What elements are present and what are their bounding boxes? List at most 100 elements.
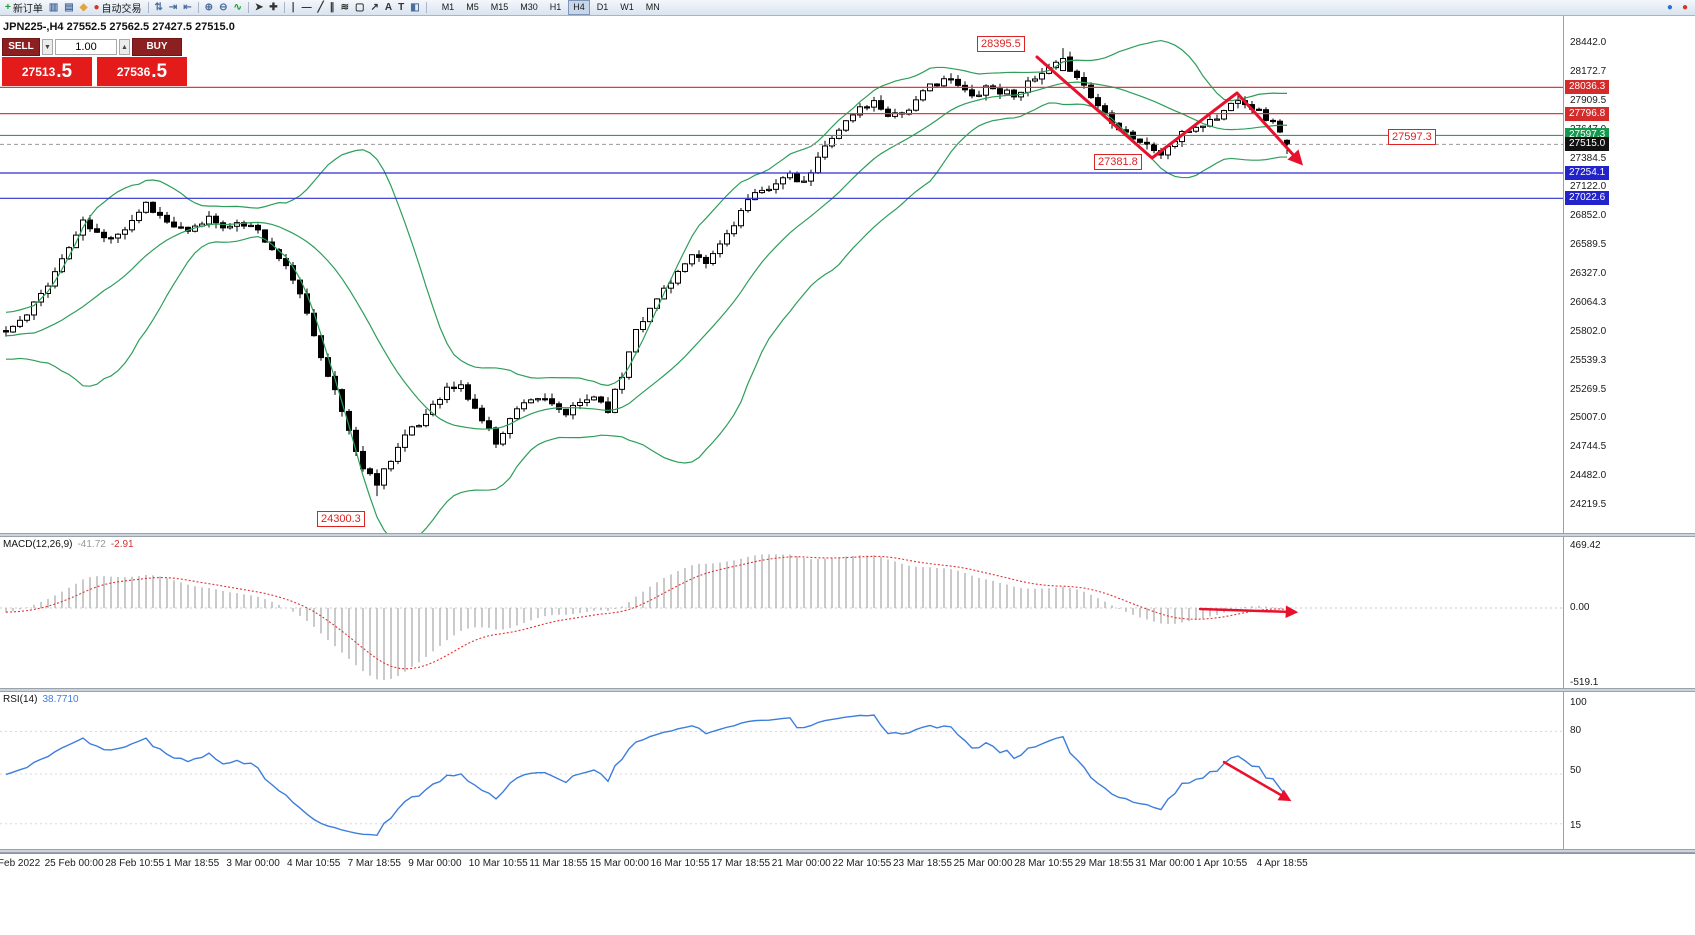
time-tick-label: 15 Mar 00:00 [590,858,649,869]
volume-down-button[interactable]: ▼ [42,39,53,55]
buy-button[interactable]: BUY [132,38,182,56]
time-tick-label: 17 Mar 18:55 [711,858,771,869]
price-tick-label: 27122.0 [1570,181,1607,193]
time-tick-label: 4 Mar 10:55 [287,858,341,869]
toolbar-separator [147,2,149,13]
arrows-icon[interactable]: ↗ [369,1,381,15]
time-tick-label: 10 Mar 10:55 [468,858,528,869]
macd-panel[interactable]: MACD(12,26,9) -41.72 -2.91 469.42 0.00 -519.… [0,537,1695,688]
timeframe-h1[interactable]: H1 [549,2,562,12]
rsi-panel[interactable]: RSI(14) 38.7710 100 80 50 15 [0,692,1695,849]
panel-separator[interactable] [0,688,1695,692]
buy-price-display[interactable]: 27536.5 [97,57,187,86]
timeframe-m5[interactable]: M5 [466,2,479,12]
rsi-axis[interactable]: 100 80 50 15 [1563,692,1695,849]
macd-signal-line [5,555,1288,670]
time-tick-label: 16 Mar 10:55 [650,858,710,869]
macd-chart[interactable] [0,537,1563,688]
trend-arrow[interactable] [1198,605,1299,619]
panel-separator[interactable] [0,533,1695,537]
help-icon[interactable]: ● [1665,1,1675,15]
alert-icon[interactable]: ● [1680,1,1690,15]
price-axis[interactable]: 28442.028172.727909.527647.027384.527122… [1563,16,1695,533]
rsi-chart[interactable] [0,692,1563,849]
cursor-icon[interactable]: ➤ [253,1,265,15]
zoom-out-icon[interactable]: ⊖ [217,1,229,15]
toolbar-right: ● ● [1664,1,1691,15]
auto-scroll-icon[interactable]: ⇤ [181,1,193,15]
gold-symbol-icon[interactable]: ◆ [78,1,90,15]
macd-histogram [5,554,1288,680]
scale-fix-icon[interactable]: ⇅ [153,1,165,15]
price-callout-label[interactable]: 27597.3 [1388,129,1436,145]
main-chart-panel[interactable]: 28442.028172.727909.527647.027384.527122… [0,16,1695,533]
fibonacci-icon[interactable]: ≋ [339,1,351,15]
label-icon[interactable]: T [396,1,406,15]
timeframe-m1[interactable]: M1 [441,2,455,12]
rsi-axis-label: 15 [1570,820,1582,831]
chart-window-icon[interactable]: ▤ [62,1,75,15]
gold-symbol-icon-glyph: ◆ [79,1,88,13]
price-tick-label: 25539.3 [1570,354,1607,366]
toolbar: + 新订单 ▥ ▤ ◆ ● 自动交易 ⇅ ⇥ ⇤ ⊕ ⊖ ∿ ➤ ✚ ∣ ― ╱ ∥ ≋ ▢ ↗ A T ◧ M1 M5 M15 M3… [0,0,1695,16]
text-icon[interactable]: A [383,1,394,15]
macd-name: MACD(12,26,9) [3,539,73,550]
timeframe-m30[interactable]: M30 [520,2,538,12]
shapes-icon[interactable]: ▢ [353,1,366,15]
volume-up-button[interactable]: ▲ [119,39,130,55]
price-level-axis-box[interactable]: 27796.8 [1565,106,1610,121]
crosshair-icon-glyph: ✚ [269,1,278,13]
zoom-in-icon[interactable]: ⊕ [203,1,215,15]
price-callout-label[interactable]: 28395.5 [977,36,1025,52]
horizontal-line-icon[interactable]: ― [300,1,314,15]
timeframe-d1[interactable]: D1 [596,2,609,12]
price-level-axis-box[interactable]: 27022.6 [1565,191,1610,206]
rsi-axis-label: 100 [1570,697,1587,708]
vertical-line-icon[interactable]: ∣ [289,1,298,15]
zoom-out-icon-glyph: ⊖ [219,1,228,13]
sell-button[interactable]: SELL [2,38,40,56]
channel-icon[interactable]: ∥ [328,1,337,15]
timeframe-h4[interactable]: H4 [568,0,590,15]
time-tick-label: 1 Mar 18:55 [165,858,220,869]
price-tick-label: 28442.0 [1570,37,1607,48]
time-tick-label: 4 Apr 18:55 [1256,858,1308,869]
new-order-icon[interactable]: + 新订单 [3,1,45,16]
timeframe-toolbar: M1 M5 M15 M30 H1 H4 D1 W1 MN [436,0,666,15]
timeframe-mn[interactable]: MN [645,2,660,12]
macd-axis-label: 0.00 [1570,602,1590,613]
autotrading-icon[interactable]: ● 自动交易 [91,1,143,16]
help-icon-glyph: ● [1666,2,1673,13]
chart-window-icon-glyph: ▤ [64,1,74,13]
trend-arrow[interactable] [1035,55,1304,166]
price-callout-label[interactable]: 24300.3 [317,511,365,527]
crosshair-icon[interactable]: ✚ [267,1,279,15]
bollinger-upper-band [5,39,1288,387]
timeframe-w1[interactable]: W1 [620,2,634,12]
price-callout-label[interactable]: 27381.8 [1094,154,1142,170]
panel-separator[interactable] [0,849,1695,853]
trendline-icon[interactable]: ╱ [316,1,326,15]
chart-shift-icon[interactable]: ⇥ [167,1,179,15]
trendline-icon-glyph: ╱ [317,1,324,13]
price-level-axis-box[interactable]: 28036.3 [1565,80,1610,95]
toolbar-separator [247,2,249,13]
indicators-icon[interactable]: ∿ [231,1,243,15]
rsi-axis-label: 50 [1570,765,1582,776]
bollinger-middle-band [5,81,1288,430]
sell-price-display[interactable]: 27513.5 [2,57,92,86]
channel-icon-glyph: ∥ [329,1,335,13]
price-chart[interactable] [0,16,1563,533]
price-tick-label: 27384.5 [1570,152,1607,164]
volume-input[interactable] [55,39,117,55]
timeframe-m15[interactable]: M15 [490,2,509,12]
colors-icon[interactable]: ◧ [408,1,421,15]
charts-grid-icon[interactable]: ▥ [47,1,60,15]
macd-axis[interactable]: 469.42 0.00 -519.1 [1563,537,1695,688]
trend-arrow[interactable] [1222,760,1292,802]
price-tick-label: 24482.0 [1570,470,1607,482]
time-tick-label: 22 Mar 10:55 [832,858,892,869]
colors-icon-glyph: ◧ [410,1,420,13]
price-level-axis-box[interactable]: 27254.1 [1565,165,1610,180]
